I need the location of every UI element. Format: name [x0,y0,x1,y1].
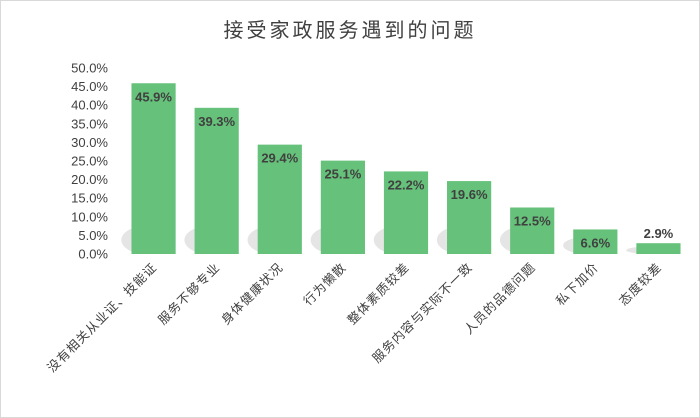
bars [131,83,681,254]
y-tick-label: 30.0% [71,135,108,150]
y-tick-label: 20.0% [71,172,108,187]
y-tick-label: 0.0% [78,247,108,262]
data-label: 25.1% [324,167,361,182]
bar [320,160,365,254]
x-category-label: 身体健康状况 [218,260,286,328]
y-tick-label: 15.0% [71,191,108,206]
y-tick-label: 40.0% [71,98,108,113]
chart-title: 接受家政服务遇到的问题 [223,18,477,42]
data-label: 2.9% [644,226,674,241]
x-category-label: 行为懒散 [300,260,349,309]
x-category-label: 私下加价 [553,260,602,309]
bar [636,243,681,254]
x-category-label: 服务不够专业 [155,260,223,328]
data-label: 12.5% [514,214,551,229]
data-label: 39.3% [198,114,235,129]
data-label: 45.9% [135,89,172,104]
bar [447,181,492,254]
data-label: 19.6% [451,187,488,202]
x-category-label: 没有相关从业证、技能证 [44,260,160,376]
bar [383,171,429,254]
bar [194,107,239,254]
y-axis: 0.0% 5.0% 10.0% 15.0% 20.0% 25.0% 30.0% 35.0% 40… [71,61,108,262]
y-tick-label: 35.0% [71,116,108,131]
y-tick-label: 10.0% [71,209,108,224]
x-category-label: 态度较差 [616,260,665,309]
data-label: 6.6% [581,235,611,250]
x-category-label: 整体素质较差 [344,260,412,328]
bar [131,83,176,254]
data-label: 29.4% [261,151,298,166]
bar [510,207,555,254]
y-tick-label: 45.0% [71,79,108,94]
bar [573,229,618,254]
y-tick-label: 5.0% [78,228,108,243]
data-label: 22.2% [388,177,425,192]
y-tick-label: 50.0% [71,61,108,76]
bar [257,144,302,254]
data-labels: 45.9% 39.3% 29.4% 25.1% 22.2% 19.6% 12.5% 6.6% 2… [135,89,674,250]
y-tick-label: 25.0% [71,154,108,169]
